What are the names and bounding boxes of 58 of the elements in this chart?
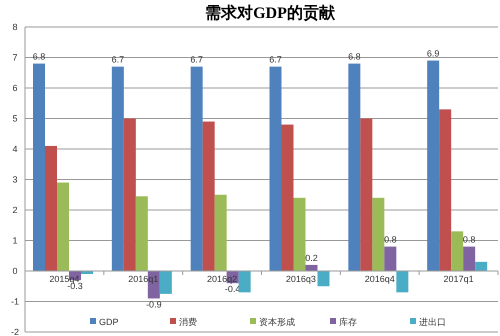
data-label: 6.7 (190, 54, 203, 65)
x-tick-label: 2016q3 (286, 274, 316, 284)
x-tick-label: 2015q4 (49, 274, 80, 284)
y-tick-label: 1 (12, 236, 18, 246)
data-label: 6.7 (269, 54, 282, 65)
bar (427, 60, 440, 271)
data-label: 0.8 (384, 234, 397, 245)
legend-label: 资本形成 (259, 317, 295, 327)
data-label: 6.7 (112, 54, 124, 65)
bar (475, 262, 488, 271)
bar (396, 271, 408, 292)
legend-label: 进出口 (419, 317, 446, 327)
y-tick-label: 6 (12, 83, 18, 93)
legend-label: 消费 (179, 317, 197, 327)
chart-title: 需求对GDP的贡献 (205, 4, 336, 22)
bar (270, 66, 282, 271)
data-label: 0.8 (462, 234, 476, 245)
x-tick-label: 2016q4 (364, 274, 395, 284)
bar (439, 109, 452, 271)
bar (306, 264, 318, 271)
bar (202, 122, 215, 271)
bar (238, 271, 251, 292)
y-tick-label: 7 (12, 52, 18, 62)
bar (124, 118, 136, 271)
bar (294, 198, 306, 271)
data-label: 0.2 (305, 252, 318, 263)
data-label: 6.8 (348, 52, 361, 62)
data-label: -0.3 (67, 281, 83, 292)
bar (282, 124, 294, 271)
bar (348, 64, 360, 271)
bar (372, 198, 384, 271)
bar (384, 246, 396, 271)
data-label: 6.9 (426, 48, 440, 59)
y-tick-label: 2 (12, 205, 18, 215)
bar (112, 66, 124, 271)
x-tick-label: 2017q1 (444, 274, 474, 284)
y-tick-label: 0 (12, 266, 18, 276)
y-tick-label: 5 (12, 114, 18, 124)
bar (45, 146, 57, 271)
bar (451, 231, 464, 271)
bar (57, 182, 69, 271)
bar (318, 271, 330, 286)
bar (463, 246, 476, 271)
y-tick-label: 8 (12, 22, 18, 32)
legend-label: 库存 (339, 317, 357, 327)
data-label: -0.9 (146, 299, 162, 310)
legend-label: GDP (99, 317, 119, 327)
y-tick-label: -2 (10, 327, 20, 336)
bar (33, 64, 45, 271)
bar (136, 196, 148, 271)
y-tick-label: 3 (12, 174, 18, 184)
bar (160, 271, 172, 294)
y-tick-label: -1 (10, 296, 20, 306)
bar (360, 118, 372, 271)
bar (214, 194, 227, 271)
bar (190, 66, 203, 271)
data-label: 6.8 (32, 52, 46, 62)
y-tick-label: 4 (12, 144, 18, 154)
